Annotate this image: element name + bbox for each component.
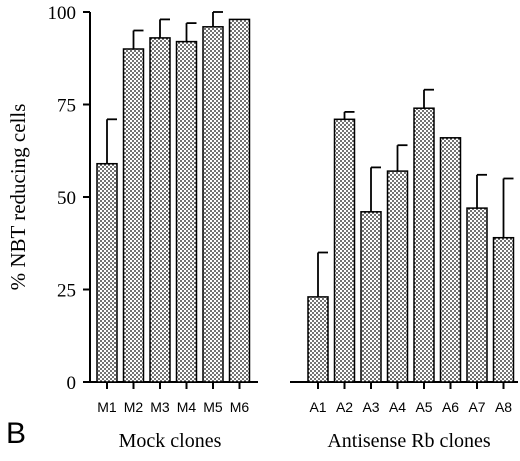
x-tick-label-A2: A2 — [336, 399, 353, 415]
y-tick-label: 100 — [48, 3, 77, 24]
x-tick-label-M5: M5 — [203, 399, 223, 415]
bar-A1 — [307, 296, 329, 383]
error-bar-A4 — [396, 144, 408, 172]
bar-M6 — [228, 18, 251, 383]
bars — [96, 18, 515, 383]
x-tick-labels: M1 M2 M3 M4 M5 M6 A1 A2 A3 A4 A5 A6 A7 A8 — [97, 382, 512, 415]
bar-M1 — [96, 162, 118, 383]
y-tick-label: 50 — [57, 188, 76, 209]
x-tick-label-A7: A7 — [468, 399, 485, 415]
x-tick-label-M3: M3 — [150, 399, 170, 415]
bar-M2 — [122, 48, 145, 383]
x-tick-label-M6: M6 — [230, 399, 250, 415]
error-bar-A5 — [423, 88, 434, 109]
error-bar-M1 — [106, 118, 117, 164]
bar-A6 — [439, 137, 462, 383]
x-tick-label-A3: A3 — [362, 399, 379, 415]
x-tick-label-M1: M1 — [97, 399, 117, 415]
error-bar-M5 — [212, 11, 223, 27]
bar-A2 — [333, 118, 356, 383]
y-tick-label: 75 — [57, 96, 76, 117]
y-tick-label: 25 — [57, 281, 76, 302]
group-label-antisense: Antisense Rb clones — [327, 430, 491, 452]
error-bar-A2 — [343, 111, 355, 120]
bar-M4 — [175, 40, 198, 383]
x-tick-label-A4: A4 — [389, 399, 406, 415]
error-bar-M4 — [185, 22, 197, 42]
bar-A4 — [386, 170, 409, 383]
error-bar-A7 — [476, 173, 487, 209]
panel-label: B — [6, 417, 26, 450]
error-bars — [106, 11, 514, 297]
error-bar-M3 — [159, 18, 170, 38]
bar-M5 — [202, 26, 224, 383]
bar-A7 — [466, 207, 488, 383]
error-bar-A1 — [317, 251, 328, 297]
group-label-mock: Mock clones — [119, 430, 222, 452]
error-bar-M2 — [132, 29, 144, 49]
y-axis-label: % NBT reducing cells — [6, 104, 30, 291]
bar-M3 — [149, 37, 171, 383]
x-tick-label-A8: A8 — [495, 399, 512, 415]
y-tick-label: 0 — [67, 373, 77, 394]
y-ticks: 0 25 50 75 100 — [48, 3, 90, 394]
bar-A5 — [413, 107, 435, 383]
error-bar-A8 — [502, 177, 514, 238]
x-tick-label-M4: M4 — [177, 399, 197, 415]
x-tick-label-A1: A1 — [309, 399, 326, 415]
error-bar-A3 — [370, 166, 381, 212]
x-tick-label-M2: M2 — [124, 399, 144, 415]
x-tick-label-A5: A5 — [415, 399, 432, 415]
bar-A8 — [492, 236, 515, 383]
bar-A3 — [360, 211, 382, 383]
x-tick-label-A6: A6 — [442, 399, 459, 415]
